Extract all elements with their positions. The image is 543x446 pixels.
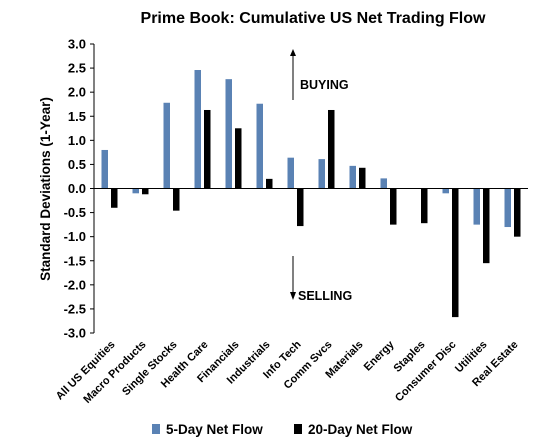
buying-annotation: BUYING — [300, 78, 349, 92]
legend-swatch-5-day-net-flow — [152, 424, 160, 434]
annotations-group: BUYING SELLING — [290, 49, 352, 303]
y-tick-label: -2.0 — [64, 277, 86, 292]
y-tick-label: 1.5 — [68, 109, 86, 124]
y-axis-ticks: 3.0 2.5 2.0 1.5 1.0 0.5 0.0 -0.5 -1.0 -1.5 -2.0 -2.… — [64, 37, 94, 341]
bar-20-day-net-flow-macro-products — [142, 188, 149, 195]
selling-annotation: SELLING — [298, 289, 352, 303]
bars-group — [101, 70, 521, 318]
bar-5-day-net-flow-health-care — [194, 70, 201, 189]
bar-20-day-net-flow-all-us-equities — [111, 188, 118, 208]
bar-20-day-net-flow-info-tech — [297, 188, 304, 227]
bar-5-day-net-flow-single-stocks — [163, 102, 170, 189]
bar-5-day-net-flow-consumer-disc — [442, 188, 449, 194]
y-tick-label: 0.5 — [68, 157, 86, 172]
y-tick-label: -1.5 — [64, 253, 86, 268]
bar-5-day-net-flow-macro-products — [132, 188, 139, 194]
bar-20-day-net-flow-financials — [235, 128, 242, 189]
y-tick-label: -2.5 — [64, 301, 86, 316]
bar-5-day-net-flow-utilities — [473, 188, 480, 225]
y-tick-label: 3.0 — [68, 37, 86, 52]
bar-5-day-net-flow-real-estate — [504, 188, 511, 228]
bar-5-day-net-flow-industrials — [256, 103, 263, 189]
legend-swatch-20-day-net-flow — [294, 424, 302, 434]
bar-20-day-net-flow-consumer-disc — [452, 188, 459, 318]
bar-20-day-net-flow-single-stocks — [173, 188, 180, 211]
x-tick-label-energy: Energy — [362, 338, 397, 373]
legend-label-5-day-net-flow: 5-Day Net Flow — [166, 422, 263, 437]
bar-5-day-net-flow-all-us-equities — [101, 149, 108, 189]
bar-20-day-net-flow-energy — [390, 188, 397, 225]
arrow-down-head — [290, 292, 296, 300]
legend: 5-Day Net Flow 20-Day Net Flow — [152, 422, 413, 437]
y-tick-label: -1.0 — [64, 229, 86, 244]
bar-5-day-net-flow-comm-svcs — [318, 159, 325, 189]
bar-5-day-net-flow-financials — [225, 79, 232, 189]
y-tick-label: -3.0 — [64, 326, 86, 341]
y-tick-label: 0.0 — [68, 181, 86, 196]
bar-20-day-net-flow-real-estate — [514, 188, 521, 237]
y-tick-label: 2.0 — [68, 85, 86, 100]
arrow-up-head — [290, 49, 296, 56]
bar-5-day-net-flow-materials — [349, 165, 356, 189]
legend-label-20-day-net-flow: 20-Day Net Flow — [308, 422, 413, 437]
bar-20-day-net-flow-materials — [359, 167, 366, 189]
bar-5-day-net-flow-energy — [380, 178, 387, 189]
bar-20-day-net-flow-utilities — [483, 188, 490, 264]
bar-20-day-net-flow-industrials — [266, 178, 273, 189]
y-axis-label: Standard Deviations (1-Year) — [38, 97, 53, 281]
bar-5-day-net-flow-info-tech — [287, 157, 294, 189]
x-tick-label-single-stocks: Single Stocks — [120, 339, 179, 398]
bar-20-day-net-flow-comm-svcs — [328, 109, 335, 189]
y-tick-label: 2.5 — [68, 61, 86, 76]
y-tick-label: 1.0 — [68, 133, 86, 148]
chart-title: Prime Book: Cumulative US Net Trading Fl… — [141, 10, 486, 27]
y-tick-label: -0.5 — [64, 205, 86, 220]
bar-20-day-net-flow-staples — [421, 188, 428, 224]
bar-20-day-net-flow-health-care — [204, 109, 211, 189]
